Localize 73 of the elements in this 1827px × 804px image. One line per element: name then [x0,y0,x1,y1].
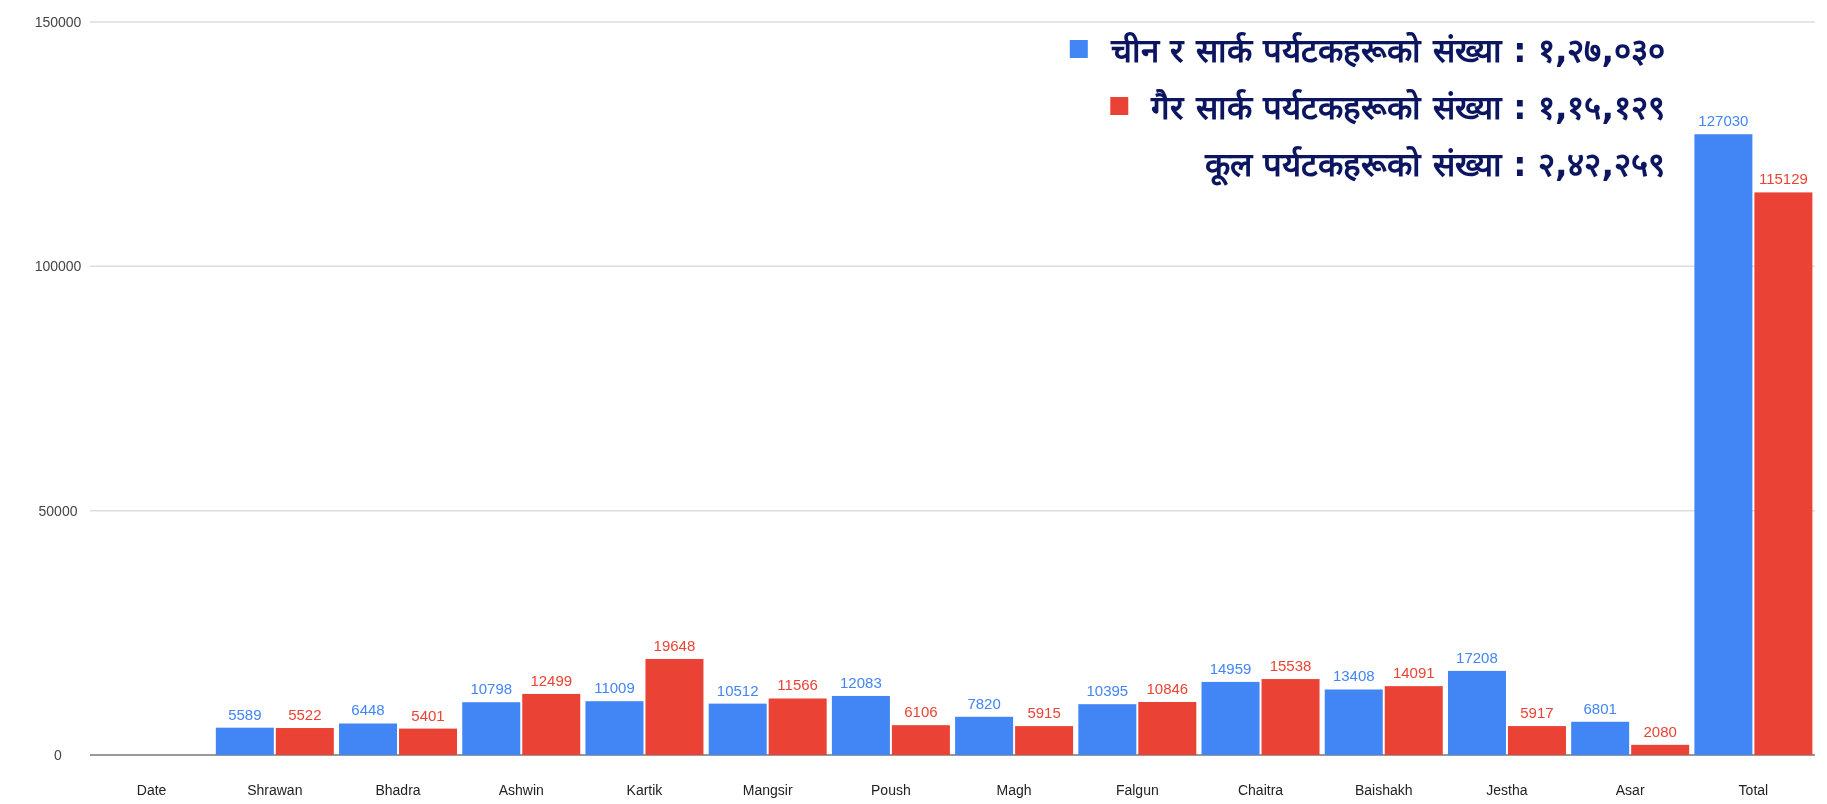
x-tick-label: Shrawan [247,782,303,798]
y-tick-label: 0 [54,747,63,763]
data-label: 115129 [1758,170,1808,188]
bar [1631,744,1690,755]
x-tick-label: Falgun [1115,782,1159,798]
data-label: 5917 [1520,704,1554,722]
data-label: 13408 [1332,667,1375,685]
data-label: 10798 [470,680,513,698]
bar [339,723,398,755]
data-label: 14091 [1392,664,1435,682]
x-tick-label: Jestha [1486,782,1528,798]
bar [955,716,1014,755]
x-tick-label: Bhadra [375,782,421,798]
bar [891,725,950,755]
x-tick-label: Total [1738,782,1769,798]
x-tick-label: Asar [1615,782,1645,798]
annotations: कूल पर्यटकहरूको संख्या : २,४२,२५९ [1204,145,1665,184]
x-tick-label: Poush [871,782,911,798]
legend-label: गैर सार्क पर्यटकहरूको संख्या : १,१५,१२९ [1150,88,1665,127]
data-label: 2080 [1643,722,1677,740]
x-tick-label: Magh [996,782,1032,798]
x-tick-label: Kartik [626,782,664,798]
bar [275,728,334,755]
bar [1754,192,1813,755]
legend-label: चीन र सार्क पर्यटकहरूको संख्या : १,२७,०३० [1109,31,1665,70]
bar [585,701,644,755]
data-label: 19648 [653,636,696,654]
data-label: 5522 [288,706,322,724]
data-label: 11566 [777,676,818,694]
bar [1078,704,1137,755]
bar [1384,686,1443,755]
data-label: 6448 [351,701,385,719]
bar [215,727,274,755]
bar [1694,134,1753,755]
bar [645,658,704,755]
bar [522,693,581,755]
data-label: 6801 [1583,699,1617,717]
bar [708,703,767,755]
x-tick-label: Ashwin [498,782,544,798]
x-tick-label: Baishakh [1354,782,1413,798]
bar [1138,702,1197,755]
data-label: 10846 [1146,680,1189,697]
data-label: 15538 [1269,657,1312,675]
data-label: 17208 [1456,648,1498,666]
bar [462,702,521,755]
x-tick-label: Mangsir [742,782,793,798]
data-label: 5915 [1027,704,1061,722]
data-label: 14959 [1209,659,1252,677]
bar [1571,721,1630,755]
bar [399,728,458,755]
bar [1507,726,1566,755]
y-tick-label: 150000 [34,14,82,30]
data-label: 10395 [1086,682,1129,700]
bar [768,698,827,755]
bar [1447,670,1506,755]
y-tick-label: 100000 [34,258,82,275]
data-label: 10512 [716,681,759,699]
bar [1201,681,1260,755]
x-tick-label: Chaitra [1237,782,1284,798]
bar [1324,689,1383,755]
data-label: 5401 [411,706,445,724]
data-label: 6106 [904,703,938,721]
y-tick-label: 50000 [38,502,78,519]
data-label: 11009 [594,679,635,697]
x-tick-label: Date [136,782,167,798]
bar [1015,726,1074,755]
data-label: 12499 [530,671,573,689]
bar [831,695,890,755]
data-label: 5589 [228,705,262,723]
bar [1261,679,1320,755]
data-label: 7820 [967,694,1001,712]
data-label: 12083 [840,673,882,691]
data-label: 127030 [1698,112,1749,130]
